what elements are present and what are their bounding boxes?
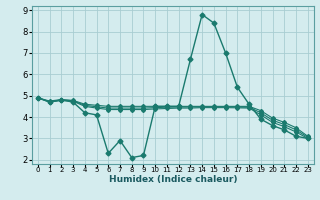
X-axis label: Humidex (Indice chaleur): Humidex (Indice chaleur): [108, 175, 237, 184]
